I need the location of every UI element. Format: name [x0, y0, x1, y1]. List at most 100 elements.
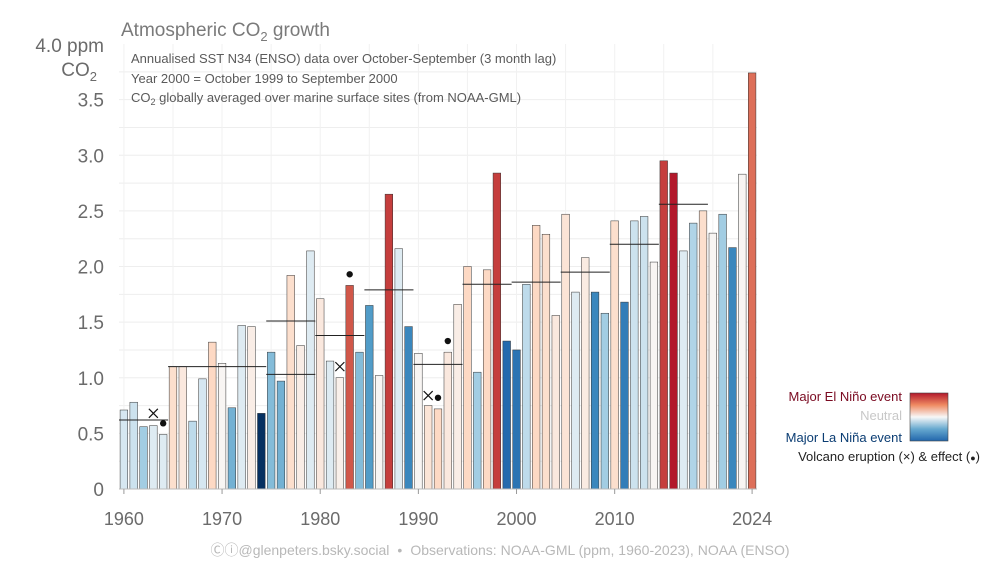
legend-neutral: Neutral [860, 408, 902, 423]
note-line-1: Annualised SST N34 (ENSO) data over Octo… [131, 51, 556, 66]
bar-2020 [708, 232, 717, 490]
bar-2009 [600, 312, 609, 490]
bar-2000 [512, 349, 521, 490]
bar-2002 [532, 225, 541, 490]
bar-1962 [139, 426, 148, 490]
bar-1968 [198, 378, 207, 490]
bar-1976 [276, 380, 286, 490]
bar-2018 [689, 222, 698, 490]
bar-1979 [306, 250, 315, 490]
bar-2008 [590, 291, 600, 490]
bar-1982 [335, 377, 344, 490]
bar-2019 [698, 210, 708, 490]
footer: Ⓒⓘ@glenpeters.bsky.social • Observations: … [211, 542, 790, 558]
bar-1980 [316, 298, 325, 490]
bar-1974 [257, 413, 266, 490]
bar-1997 [482, 269, 492, 490]
svg-text:Ⓒⓘ@glenpeters.bsky.social•Obse: Ⓒⓘ@glenpeters.bsky.social • Observations: … [211, 542, 790, 558]
bar-1975 [267, 351, 276, 490]
bar-1989 [404, 326, 413, 490]
y-axis-ticks: 0 0.5 1.0 1.5 2.0 2.5 3.0 3.5 [78, 91, 104, 501]
volcano-effect-1964 [159, 420, 167, 427]
bar-1967 [188, 420, 197, 490]
bar-1978 [296, 345, 305, 490]
bar-2022 [728, 247, 737, 490]
y-tick-label: 2.0 [78, 258, 104, 279]
bar-1995 [463, 266, 472, 490]
y-tick-label: 2.5 [78, 202, 104, 223]
y-axis-label: 4.0 ppm CO2 [35, 36, 104, 84]
bar-2006 [571, 291, 580, 490]
enso-colorbar [909, 392, 949, 442]
bar-1988 [394, 248, 403, 490]
bar-1970 [217, 363, 227, 490]
y-axis-co2-label: CO2 [61, 60, 97, 84]
y-axis-unit-label: 4.0 ppm [35, 36, 104, 57]
x-tick-label: 2000 [496, 509, 536, 529]
legend-la-nina: Major La Niña event [786, 430, 903, 445]
x-tick-label: 2024 [732, 509, 772, 529]
volcano-effect-1992 [434, 394, 442, 401]
bar-1960 [119, 409, 128, 490]
bar-1983 [345, 285, 354, 490]
x-tick-label: 2010 [595, 509, 635, 529]
bar-1961 [129, 401, 138, 490]
eruption-stroke [423, 390, 434, 401]
bar-2021 [718, 213, 727, 490]
bar-1972 [237, 325, 246, 490]
x-tick-label: 1970 [202, 509, 242, 529]
volcano-eruption-1982 [334, 361, 345, 372]
svg-text:Atmospheric CO2 growth: Atmospheric CO2 growth [121, 20, 330, 44]
y-tick-label: 3.5 [78, 91, 104, 112]
volcano-effect-1983 [346, 271, 353, 278]
y-tick-label: 1.0 [78, 369, 104, 390]
footer-source: Observations: NOAA-GML (ppm, 1960-2023),… [410, 542, 789, 558]
bar-2001 [522, 284, 531, 490]
legend-volcano: Volcano eruption (×) & effect (●) [798, 449, 980, 464]
y-tick-label: 0 [93, 480, 104, 501]
bar-1987 [384, 193, 394, 490]
x-axis: 1960 1970 1980 1990 2000 2010 2024 [104, 488, 772, 529]
bar-1985 [365, 305, 374, 490]
note-line-3: CO2 globally averaged over marine surfac… [131, 90, 521, 107]
bar-1969 [208, 341, 217, 490]
bar-2011 [620, 301, 629, 490]
period-mean-lines [119, 203, 708, 421]
bar-1971 [227, 407, 236, 490]
legend: Major El Niño event Neutral Major La Niñ… [786, 389, 980, 464]
bar-1966 [178, 366, 187, 490]
bar-1993 [443, 351, 452, 490]
bar-2012 [630, 220, 639, 490]
bar-1999 [502, 340, 511, 490]
volcano-eruption-1963 [148, 408, 159, 419]
y-tick-label: 3.0 [78, 146, 104, 167]
chart-notes: Annualised SST N34 (ENSO) data over Octo… [131, 51, 556, 107]
bar-1981 [325, 360, 335, 490]
bar-1991 [424, 405, 433, 490]
x-tick-label: 1960 [104, 509, 144, 529]
volcano-effect-1993 [444, 337, 452, 345]
bar-1986 [375, 375, 384, 490]
volcano-markers [148, 271, 452, 427]
bar-2023 [738, 173, 747, 490]
y-tick-label: 0.5 [78, 424, 104, 445]
bar-2015 [659, 160, 668, 490]
bar-2017 [679, 250, 688, 490]
volcano-eruption-1991 [423, 390, 434, 401]
bar-1965 [168, 366, 178, 490]
cc-icons: Ⓒⓘ [211, 542, 239, 558]
bar-2003 [541, 233, 551, 490]
eruption-stroke [148, 408, 159, 419]
y-tick-label: 1.5 [78, 313, 104, 334]
bars [119, 72, 757, 490]
bar-1963 [149, 425, 158, 490]
bar-2007 [581, 257, 590, 490]
bar-2016 [669, 172, 678, 490]
note-line-2: Year 2000 = October 1999 to September 20… [131, 71, 398, 86]
bar-2010 [610, 220, 619, 490]
bar-2004 [551, 315, 560, 490]
bar-2014 [649, 261, 659, 490]
bar-1990 [414, 353, 423, 490]
bar-1984 [355, 351, 364, 490]
